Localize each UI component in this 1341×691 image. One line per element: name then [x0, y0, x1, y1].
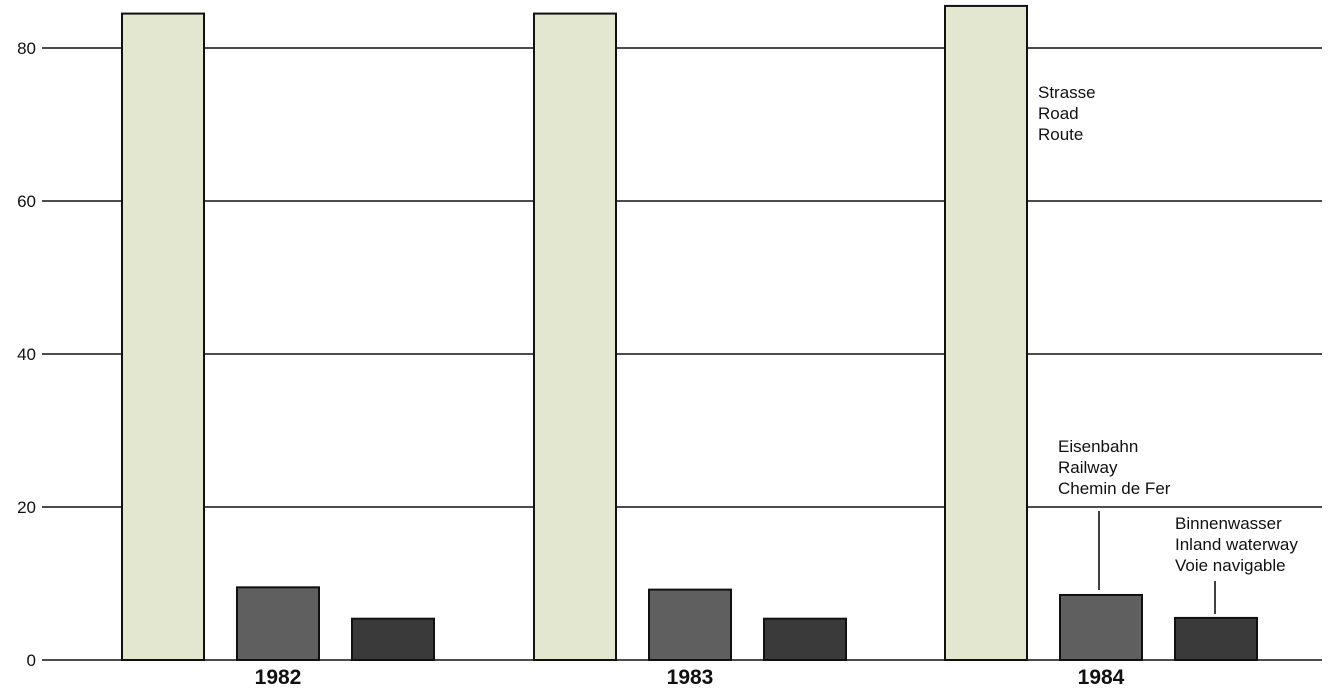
bar-1984-rail [1059, 593, 1143, 661]
rail-label-en: Railway [1058, 458, 1118, 477]
x-tick-label-1982: 1982 [255, 666, 302, 689]
y-tick-label-20: 20 [17, 498, 36, 517]
y-axis: 0 20 40 60 80 [17, 39, 36, 670]
y-tick-label-80: 80 [17, 39, 36, 58]
water-label-en: Inland waterway [1175, 535, 1298, 554]
water-label-de: Binnenwasser [1175, 514, 1282, 533]
y-tick-label-60: 60 [17, 192, 36, 211]
road-label-en: Road [1038, 104, 1079, 123]
x-tick-label-1983: 1983 [667, 666, 714, 689]
rail-label-fr: Chemin de Fer [1058, 479, 1171, 498]
bar-1982-rail [236, 586, 320, 662]
x-axis-labels: 1982 1983 1984 [255, 666, 1125, 689]
bar-1984-road [944, 4, 1028, 662]
bar-1982-water [351, 617, 435, 662]
bar-1983-water [763, 617, 847, 662]
gridlines [42, 47, 1322, 661]
rail-label-de: Eisenbahn [1058, 437, 1138, 456]
water-label-fr: Voie navigable [1175, 556, 1286, 575]
road-label-fr: Route [1038, 125, 1083, 144]
series-annotations: Strasse Road Route Eisenbahn Railway Che… [1038, 83, 1298, 614]
bar-1983-rail [648, 588, 732, 661]
bars [121, 4, 1258, 662]
y-tick-label-0: 0 [27, 651, 36, 670]
bar-1982-road [121, 12, 205, 661]
bar-1984-water [1174, 616, 1258, 661]
road-label-de: Strasse [1038, 83, 1096, 102]
bar-1983-road [533, 12, 617, 661]
y-tick-label-40: 40 [17, 345, 36, 364]
x-tick-label-1984: 1984 [1078, 666, 1125, 689]
